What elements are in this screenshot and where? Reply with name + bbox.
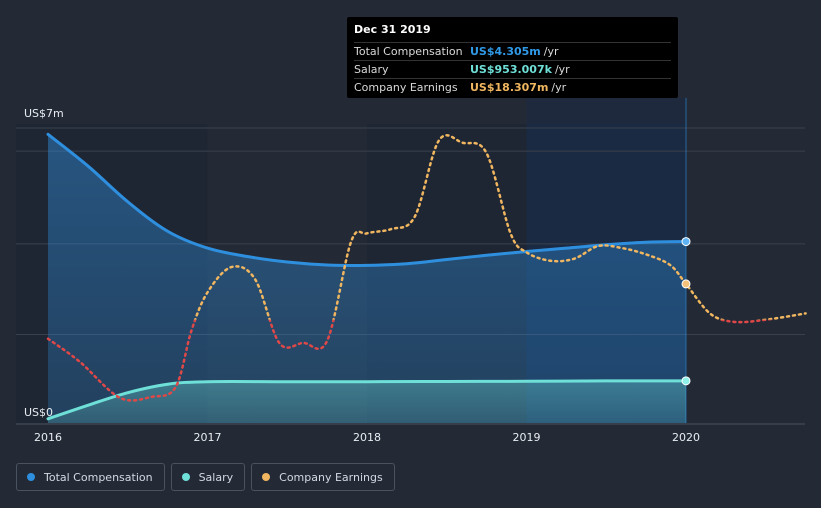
tooltip-label: Salary bbox=[354, 63, 389, 76]
tooltip: Dec 31 2019 Total Compensation US$4.305m… bbox=[347, 17, 678, 98]
legend-dot-icon bbox=[262, 473, 271, 481]
year-band bbox=[686, 124, 805, 423]
tooltip-row-salary: Salary US$953.007k /yr bbox=[354, 60, 671, 78]
salary-area bbox=[48, 380, 686, 423]
tooltip-row-total-compensation: Total Compensation US$4.305m /yr bbox=[354, 42, 671, 60]
tooltip-unit: /yr bbox=[554, 63, 570, 76]
total-compensation-line bbox=[46, 132, 688, 267]
legend-dot-icon bbox=[27, 473, 35, 481]
y-tick-label: US$7m bbox=[24, 107, 64, 120]
legend: Total Compensation Salary Company Earnin… bbox=[16, 463, 395, 491]
legend-item-salary[interactable]: Salary bbox=[170, 463, 246, 491]
series-lines bbox=[46, 132, 807, 421]
x-tick-label: 2017 bbox=[194, 431, 222, 444]
x-tick-label: 2016 bbox=[34, 431, 62, 444]
x-tick-label: 2018 bbox=[353, 431, 381, 444]
tooltip-label: Company Earnings bbox=[354, 81, 458, 94]
legend-item-company-earnings[interactable]: Company Earnings bbox=[251, 463, 395, 491]
axis-ticks: 2016 2017 2018 2019 2020 US$0 US$7m bbox=[24, 107, 700, 444]
series-markers bbox=[681, 237, 691, 386]
tooltip-value: US$953.007k bbox=[470, 63, 552, 76]
tooltip-value: US$18.307m bbox=[470, 81, 549, 94]
highlight-band bbox=[526, 98, 686, 124]
salary-marker bbox=[681, 376, 691, 386]
tooltip-label: Total Compensation bbox=[354, 45, 463, 58]
tooltip-value: US$4.305m bbox=[470, 45, 541, 58]
series-areas bbox=[48, 134, 686, 424]
tooltip-unit: /yr bbox=[551, 81, 567, 94]
tooltip-unit: /yr bbox=[543, 45, 559, 58]
total-compensation-marker bbox=[681, 237, 691, 247]
x-tick-label: 2020 bbox=[672, 431, 700, 444]
company-earnings-line-low bbox=[46, 319, 775, 402]
x-tick-label: 2019 bbox=[513, 431, 541, 444]
tooltip-row-company-earnings: Company Earnings US$18.307m /yr bbox=[354, 78, 671, 96]
legend-label: Total Compensation bbox=[44, 470, 153, 484]
legend-label: Company Earnings bbox=[279, 470, 383, 484]
legend-item-total-compensation[interactable]: Total Compensation bbox=[16, 463, 165, 491]
total-compensation-area bbox=[48, 134, 686, 424]
y-tick-label: US$0 bbox=[24, 406, 53, 419]
legend-dot-icon bbox=[181, 473, 190, 481]
tooltip-date: Dec 31 2019 bbox=[354, 23, 431, 36]
salary-line bbox=[46, 379, 688, 421]
company-earnings-marker bbox=[681, 279, 691, 289]
legend-label: Salary bbox=[198, 470, 234, 484]
company-earnings-line bbox=[193, 134, 807, 320]
